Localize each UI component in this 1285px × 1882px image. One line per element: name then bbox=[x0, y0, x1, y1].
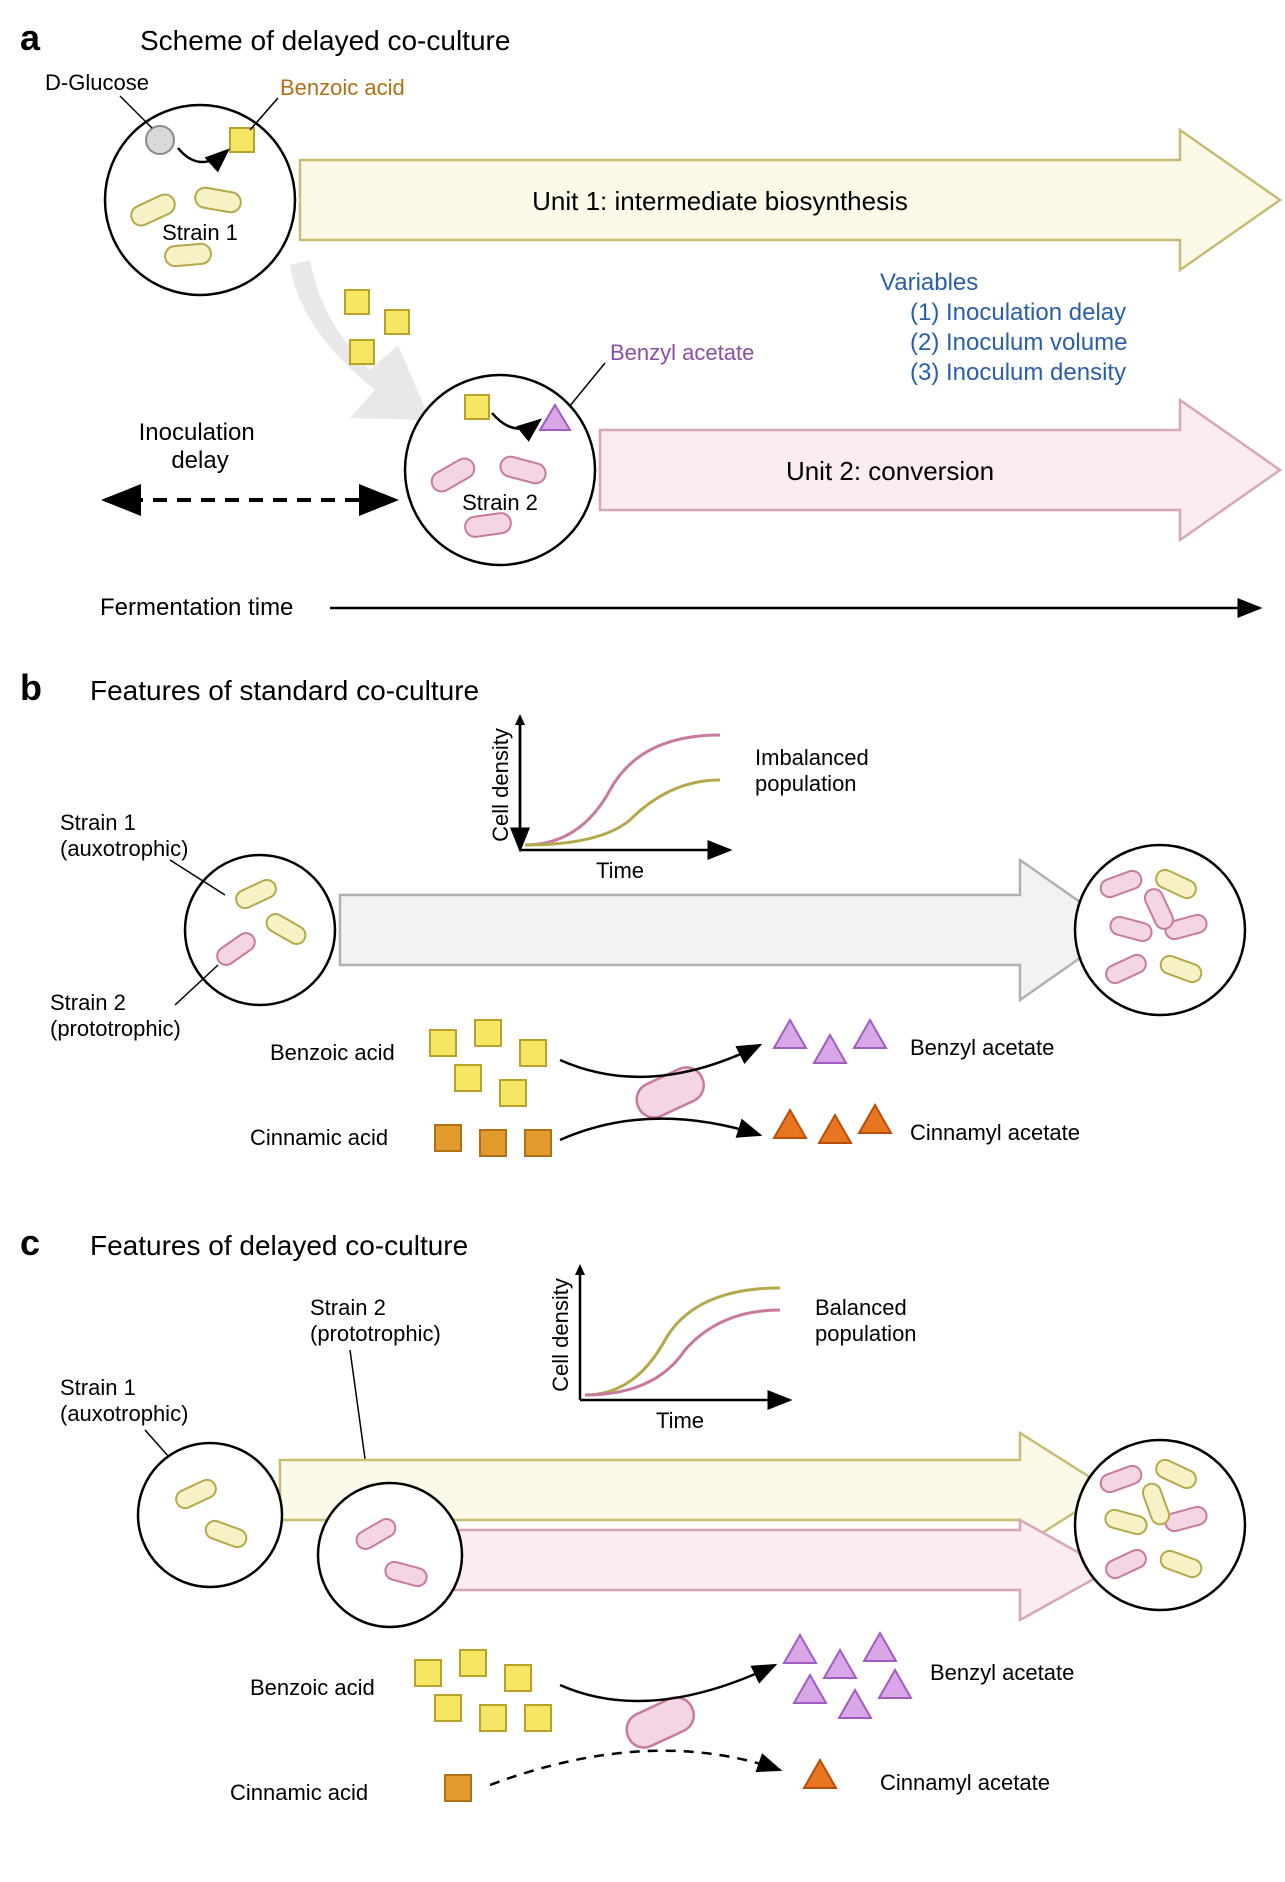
benzoic-label: Benzoic acid bbox=[270, 1040, 395, 1065]
var1: (1) Inoculation delay bbox=[910, 299, 1126, 326]
growth-graph-c: Cell density Time Balancedpopulation bbox=[548, 1264, 917, 1433]
benzoic-icon bbox=[465, 395, 489, 419]
panel-b: b Features of standard co-culture Cell d… bbox=[20, 667, 1245, 1156]
variables-title: Variables bbox=[880, 269, 978, 296]
start-dish bbox=[185, 855, 335, 1005]
glucose-label: D-Glucose bbox=[45, 70, 149, 95]
panel-a: a Scheme of delayed co-culture Strain 1 … bbox=[20, 17, 1280, 621]
conv-arrow bbox=[560, 1119, 760, 1140]
graph-note: Imbalancedpopulation bbox=[755, 745, 869, 796]
leader-line bbox=[250, 98, 278, 130]
benzyl-label-c: Benzyl acetate bbox=[930, 1660, 1074, 1685]
benzyl-label: Benzyl acetate bbox=[910, 1035, 1054, 1060]
graph-y-label: Cell density bbox=[488, 728, 513, 842]
benzoic-group bbox=[430, 1020, 546, 1106]
benzoic-group-c bbox=[415, 1650, 551, 1731]
strain1-dish-c bbox=[138, 1443, 282, 1587]
graph-note: Balancedpopulation bbox=[815, 1295, 917, 1346]
cinnamic-label-c: Cinnamic acid bbox=[230, 1780, 368, 1805]
ferm-time-label: Fermentation time bbox=[100, 594, 293, 621]
cinnamic-group bbox=[435, 1125, 551, 1156]
panel-a-title: Scheme of delayed co-culture bbox=[140, 25, 510, 56]
cinnamyl-label-c: Cinnamyl acetate bbox=[880, 1770, 1050, 1795]
panel-b-label: b bbox=[20, 667, 42, 708]
benzyl-group-c bbox=[784, 1633, 911, 1718]
panel-c: c Features of delayed co-culture Cell de… bbox=[20, 1222, 1245, 1805]
var3: (3) Inoculum density bbox=[910, 359, 1126, 386]
benzyl-label: Benzyl acetate bbox=[610, 340, 754, 365]
variables-list: Variables (1) Inoculation delay (2) Inoc… bbox=[880, 269, 1127, 386]
growth-graph: Cell density Time Imbalancedpopulation bbox=[488, 714, 869, 883]
unit2-arrow: Unit 2: conversion bbox=[600, 400, 1280, 540]
panel-b-title: Features of standard co-culture bbox=[90, 675, 479, 706]
leader-line bbox=[120, 96, 152, 128]
glucose-icon bbox=[146, 126, 174, 154]
unit1-text: Unit 1: intermediate biosynthesis bbox=[532, 186, 908, 216]
panel-c-title: Features of delayed co-culture bbox=[90, 1230, 468, 1261]
graph-x-label: Time bbox=[596, 858, 644, 883]
benzyl-group bbox=[774, 1020, 886, 1063]
unit2-text: Unit 2: conversion bbox=[786, 456, 994, 486]
strain1-label: Strain 1(auxotrophic) bbox=[60, 810, 188, 861]
inoc-delay-text: Inoculation delay bbox=[139, 419, 262, 474]
conv-arrow bbox=[560, 1045, 760, 1077]
strain2-label: Strain 2(prototrophic) bbox=[50, 990, 181, 1041]
benzoic-icon bbox=[230, 128, 254, 152]
benzoic-label: Benzoic acid bbox=[280, 75, 405, 100]
benzoic-icon bbox=[345, 290, 369, 314]
strain2-label-c: Strain 2(prototrophic) bbox=[310, 1295, 441, 1346]
benzoic-icon bbox=[385, 310, 409, 334]
strain1-label-c: Strain 1(auxotrophic) bbox=[60, 1375, 188, 1426]
cinnamic-label: Cinnamic acid bbox=[250, 1125, 388, 1150]
panel-a-label: a bbox=[20, 17, 41, 58]
conv-arrow-dashed bbox=[490, 1751, 780, 1785]
var2: (2) Inoculum volume bbox=[910, 329, 1127, 356]
cinnamyl-group bbox=[774, 1105, 891, 1143]
unit1-arrow: Unit 1: intermediate biosynthesis bbox=[300, 130, 1280, 270]
cinnamic-icon bbox=[445, 1775, 471, 1801]
strain2-dish-c bbox=[318, 1483, 462, 1627]
converter-cell bbox=[631, 1062, 709, 1123]
conv-arrow bbox=[560, 1665, 775, 1701]
graph-x-label: Time bbox=[656, 1408, 704, 1433]
strain2-text: Strain 2 bbox=[462, 490, 538, 515]
benzoic-label-c: Benzoic acid bbox=[250, 1675, 375, 1700]
benzoic-icon bbox=[350, 340, 374, 364]
strain1-text: Strain 1 bbox=[162, 220, 238, 245]
cinnamyl-icon bbox=[804, 1760, 836, 1788]
panel-c-label: c bbox=[20, 1222, 40, 1263]
cinnamyl-label: Cinnamyl acetate bbox=[910, 1120, 1080, 1145]
progress-arrow bbox=[340, 860, 1120, 1000]
unit2-arrow-c bbox=[450, 1520, 1110, 1620]
graph-y-label: Cell density bbox=[548, 1278, 573, 1392]
